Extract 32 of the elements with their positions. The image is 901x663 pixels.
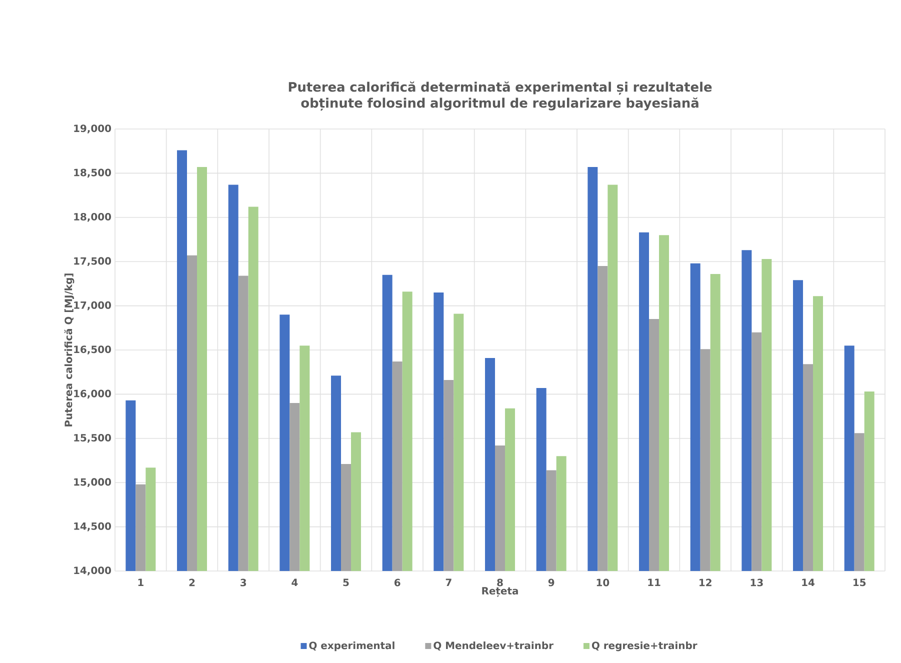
chart-title: Puterea calorifică determinată experimental și rezultatele obținute folosind algoritmul de regularizare bayesiană: [288, 82, 712, 111]
y-tick-label: 14,500: [74, 522, 112, 532]
y-tick-label: 17,000: [74, 301, 112, 310]
y-tick-label: 14,000: [74, 566, 112, 576]
y-tick-label: 19,000: [74, 124, 112, 134]
y-tick-label: 15,000: [74, 478, 112, 488]
y-tick-label: 15,500: [74, 434, 112, 443]
x-tick-label: 12: [700, 578, 712, 586]
y-tick-label: 17,500: [74, 257, 112, 266]
x-tick-label: 9: [548, 578, 554, 586]
legend-label: Q Mendeleev+trainbr: [434, 641, 554, 651]
x-tick-label: 15: [854, 578, 866, 586]
x-tick-label: 6: [394, 578, 400, 586]
x-tick-label: 1: [138, 578, 144, 586]
x-tick-label: 11: [648, 578, 660, 586]
x-tick-label: 2: [189, 578, 195, 586]
x-tick-label: 8: [497, 578, 503, 586]
x-tick-label: 10: [596, 578, 610, 586]
x-tick-label: 13: [750, 578, 763, 586]
y-tick-label: 18,000: [74, 212, 112, 222]
y-axis-title: Puterea calorifică Q [MJ/kg]: [64, 274, 74, 426]
x-tick-label: 5: [343, 578, 349, 586]
x-tick-label: 3: [240, 578, 246, 586]
x-tick-label: 4: [292, 578, 298, 586]
y-tick-label: 16,500: [74, 346, 112, 354]
legend-label: Q experimental: [309, 641, 394, 652]
x-tick-label: 7: [446, 578, 452, 586]
y-tick-label: 16,000: [74, 390, 112, 399]
x-tick-label: 14: [802, 578, 814, 586]
legend-label: Q regresie+trainbr: [592, 641, 698, 652]
y-tick-label: 18,500: [74, 168, 112, 178]
x-axis-title: Rețeta: [482, 587, 518, 597]
